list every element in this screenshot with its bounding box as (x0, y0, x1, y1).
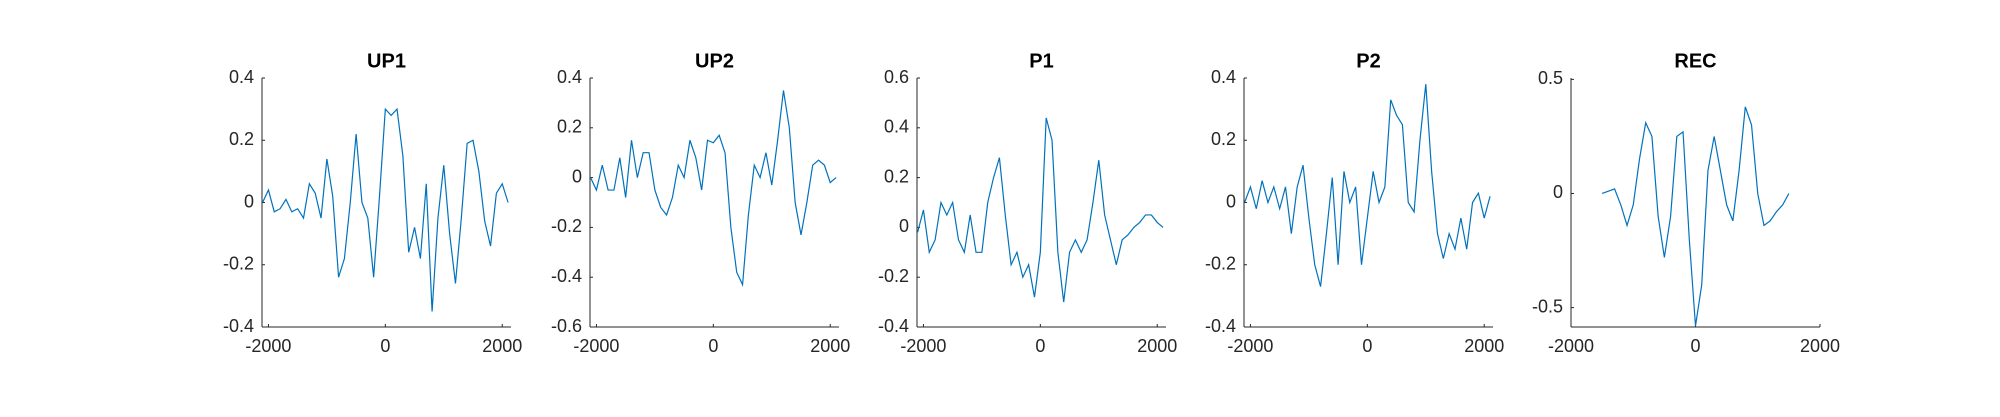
y-tick-label: 0.2 (884, 166, 909, 186)
y-tick-label: -0.2 (1205, 254, 1236, 274)
y-tick-label: -0.6 (551, 316, 582, 336)
y-tick-label: 0 (899, 216, 909, 236)
x-tick-label: -2000 (900, 336, 946, 356)
y-tick-label: 0 (1553, 182, 1563, 202)
y-tick-label: -0.2 (878, 266, 909, 286)
y-tick-label: 0.2 (229, 129, 254, 149)
x-tick-label: 2000 (1137, 336, 1177, 356)
data-line (262, 107, 509, 312)
x-tick-label: 2000 (1800, 336, 1840, 356)
chart-title: UP2 (695, 50, 734, 72)
y-tick-label: 0.5 (1538, 68, 1563, 88)
chart-title: P2 (1356, 50, 1380, 72)
data-line (916, 117, 1164, 303)
x-tick-label: 2000 (482, 336, 522, 356)
x-tick-label: 0 (1362, 336, 1372, 356)
data-line (1244, 84, 1491, 287)
y-tick-label: 0.4 (229, 67, 254, 87)
x-tick-label: 0 (1690, 336, 1700, 356)
x-tick-label: -2000 (1548, 336, 1594, 356)
y-tick-label: 0.2 (557, 117, 582, 137)
y-tick-label: -0.2 (551, 216, 582, 236)
chart-title: REC (1674, 50, 1716, 72)
data-line (1601, 106, 1790, 326)
chart-title: P1 (1029, 50, 1053, 72)
y-tick-label: 0 (244, 191, 254, 211)
y-tick-label: 0.6 (884, 67, 909, 87)
y-tick-label: 0 (1226, 191, 1236, 211)
y-tick-label: -0.2 (223, 254, 254, 274)
y-tick-label: -0.4 (223, 316, 254, 336)
y-tick-label: 0.2 (1211, 129, 1236, 149)
data-line (590, 90, 837, 287)
y-tick-label: 0 (572, 166, 582, 186)
x-tick-label: 2000 (1464, 336, 1504, 356)
y-tick-label: -0.5 (1532, 296, 1563, 316)
chart-title: UP1 (367, 50, 406, 72)
x-tick-label: 0 (708, 336, 718, 356)
x-tick-label: 0 (1035, 336, 1045, 356)
y-tick-label: -0.4 (878, 316, 909, 336)
y-tick-label: 0.4 (1211, 67, 1236, 87)
x-tick-label: -2000 (573, 336, 619, 356)
x-tick-label: -2000 (1227, 336, 1273, 356)
x-tick-label: -2000 (245, 336, 291, 356)
x-tick-label: 2000 (810, 336, 850, 356)
y-tick-label: 0.4 (557, 67, 582, 87)
y-tick-label: -0.4 (551, 266, 582, 286)
x-tick-label: 0 (380, 336, 390, 356)
y-tick-label: 0.4 (884, 117, 909, 137)
y-tick-label: -0.4 (1205, 316, 1236, 336)
